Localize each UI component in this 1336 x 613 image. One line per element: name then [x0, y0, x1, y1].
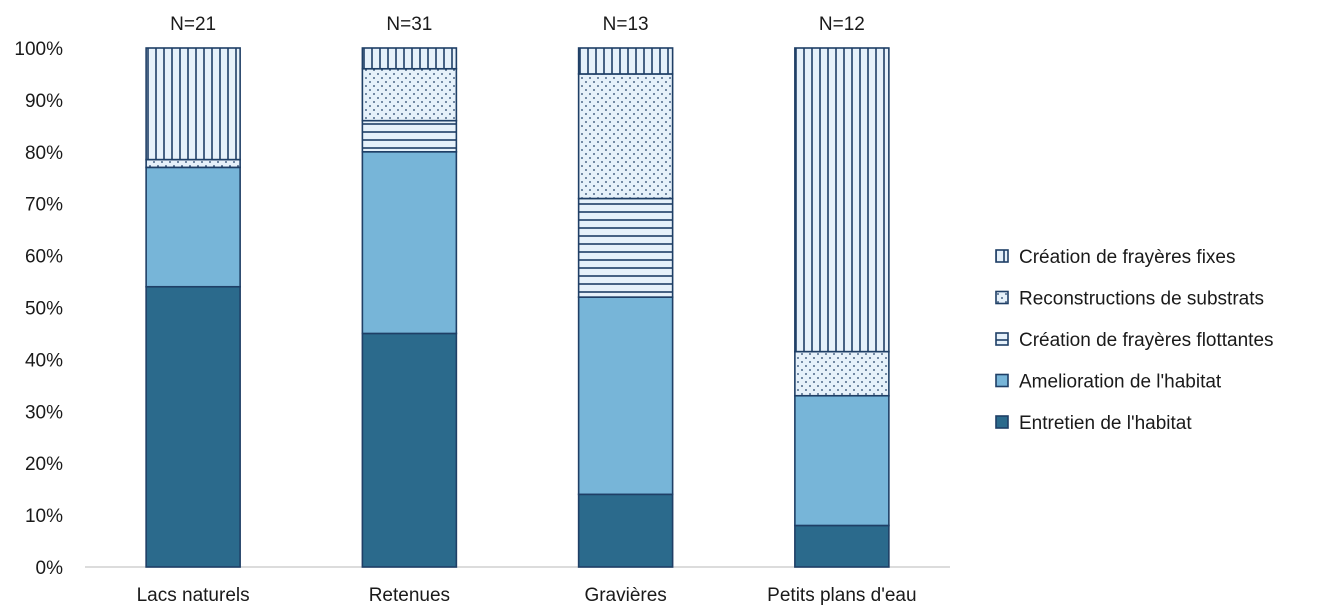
- bar-segment-amelioration-de-l-habitat: [361, 151, 458, 335]
- y-tick-label: 90%: [25, 91, 63, 112]
- legend-swatch-reconstructions-de-substrats: [995, 290, 1009, 305]
- legend-swatch-creation-de-frayeres-flottantes: [995, 332, 1009, 346]
- bar-segment-reconstructions-de-substrats: [145, 158, 241, 169]
- count-label: N=13: [603, 14, 649, 35]
- y-tick-label: 80%: [25, 143, 63, 164]
- x-axis: Lacs naturels Retenues Gravières Petits pla…: [85, 566, 950, 606]
- x-tick-label: Retenues: [369, 585, 450, 606]
- y-tick-label: 60%: [25, 247, 63, 268]
- bar-segment-reconstructions-de-substrats: [577, 73, 674, 200]
- y-tick-label: 10%: [25, 506, 63, 527]
- bar-segment-entretien-de-l-habitat: [361, 332, 458, 568]
- y-tick-label: 20%: [25, 454, 63, 475]
- y-tick-label: 50%: [25, 299, 63, 320]
- bar-segment-creation-de-frayeres-fixes: [361, 47, 458, 70]
- legend-swatch-amelioration-de-l-habitat: [995, 373, 1009, 388]
- count-labels: N=21 N=31 N=13 N=12: [170, 14, 865, 35]
- bars: [145, 47, 890, 568]
- bar-segment-amelioration-de-l-habitat: [794, 394, 890, 527]
- count-label: N=12: [819, 14, 865, 35]
- bar-segment-reconstructions-de-substrats: [794, 350, 890, 397]
- count-label: N=21: [170, 14, 216, 35]
- y-tick-label: 40%: [25, 350, 63, 371]
- y-tick-label: 30%: [25, 402, 63, 423]
- bar-segment-creation-de-frayeres-fixes: [145, 47, 241, 161]
- y-axis: 0% 10% 20% 30% 40% 50% 60% 70% 80% 90% 100%: [14, 39, 63, 579]
- legend-swatch-creation-de-frayeres-fixes: [995, 249, 1009, 263]
- bar-segment-entretien-de-l-habitat: [794, 524, 890, 568]
- bar-segment-creation-de-frayeres-fixes: [577, 47, 674, 75]
- legend-swatch-entretien-de-l-habitat: [995, 415, 1009, 429]
- bar-segment-amelioration-de-l-habitat: [577, 296, 674, 496]
- bar-segment-reconstructions-de-substrats: [361, 67, 458, 122]
- y-tick-label: 70%: [25, 195, 63, 216]
- y-tick-label: 0%: [36, 558, 64, 579]
- legend: Création de frayères fixes Reconstruction…: [995, 247, 1274, 434]
- x-tick-label: Lacs naturels: [137, 585, 250, 606]
- bar-segment-amelioration-de-l-habitat: [145, 166, 241, 288]
- bar-segment-entretien-de-l-habitat: [577, 493, 674, 568]
- legend-label: Amelioration de l'habitat: [1019, 372, 1222, 393]
- bar-segment-creation-de-frayeres-flottantes: [577, 197, 674, 298]
- legend-label: Reconstructions de substrats: [1019, 289, 1264, 310]
- legend-label: Création de frayères fixes: [1019, 247, 1236, 268]
- x-tick-label: Petits plans d'eau: [767, 585, 916, 606]
- count-label: N=31: [386, 14, 432, 35]
- legend-label: Création de frayères flottantes: [1019, 330, 1274, 351]
- y-tick-label: 100%: [14, 39, 63, 60]
- legend-label: Entretien de l'habitat: [1019, 413, 1192, 434]
- bar-segment-creation-de-frayeres-flottantes: [361, 119, 458, 153]
- bar-segment-creation-de-frayeres-fixes: [794, 47, 890, 353]
- x-tick-label: Gravières: [584, 585, 666, 606]
- bar-segment-entretien-de-l-habitat: [145, 285, 241, 568]
